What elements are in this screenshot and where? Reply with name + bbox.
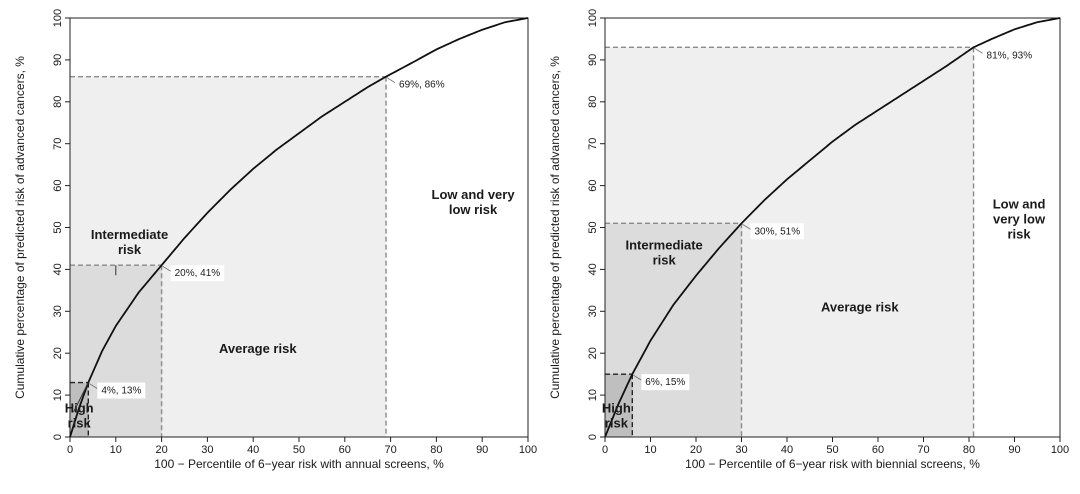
x-tick-label-100: 100 [1051,444,1069,456]
y-tick-label-60: 60 [587,179,599,191]
x-tick-label-80: 80 [963,444,975,456]
x-tick-label-20: 20 [690,444,702,456]
y-tick-label-50: 50 [52,221,64,233]
x-tick-label-70: 70 [384,444,396,456]
y-tick-label-60: 60 [52,179,64,191]
point-annotation-box-1 [97,382,146,399]
annotation-leader-2 [162,265,171,272]
y-tick-label-70: 70 [587,138,599,150]
region-label-1: High risk [602,401,631,431]
point-annotation-2: 30%, 51% [755,226,801,237]
y-tick-label-30: 30 [587,305,599,317]
y-tick-label-50: 50 [587,221,599,233]
chart-annual-panel: 0 10 20 30 40 50 60 70 80 90 100 0 10 20 30 40 50 60 70 80 9… [13,9,537,471]
point-annotation-2: 20%, 41% [175,268,221,279]
chart-biennial: 0 10 20 30 40 50 60 70 80 90 100 0 10 20 30 40 50 60 70 80 9… [548,9,1069,471]
x-tick-label-40: 40 [781,444,793,456]
cumulative-curve [69,17,529,438]
y-tick-label-80: 80 [587,96,599,108]
point-annotation-box-1 [641,374,690,391]
x-tick-label-40: 40 [247,444,259,456]
point-annotation-1: 4%, 13% [101,386,141,397]
y-tick-label-0: 0 [52,434,64,440]
region-label-1: High risk [65,401,94,431]
y-tick-label-80: 80 [52,96,64,108]
x-axis-title: 100 − Percentile of 6−year risk with ann… [154,457,444,471]
region-label-4: Low and very low risk [993,196,1046,241]
region-label-2: Intermediate risk [625,237,702,267]
annotation-leader-1 [89,383,98,389]
x-tick-label-100: 100 [519,444,537,456]
x-tick-label-10: 10 [110,444,122,456]
point-annotation-3: 69%, 86% [399,80,445,91]
y-tick-label-70: 70 [52,138,64,150]
y-axis-title: Cumulative percentage of predicted risk … [13,56,27,399]
y-tick-label-20: 20 [52,347,64,359]
region-label-4: Low and very low risk [432,187,516,217]
y-tick-label-100: 100 [52,9,64,27]
chart-biennial-panel: 0 10 20 30 40 50 60 70 80 90 100 0 10 20 30 40 50 60 70 80 9… [535,0,1075,494]
y-tick-label-40: 40 [52,263,64,275]
point-annotation-box-3 [395,76,449,93]
chart-annual: 0 10 20 30 40 50 60 70 80 90 100 0 10 20 30 40 50 60 70 80 9… [13,9,537,471]
annotation-leader-2 [742,223,751,230]
y-axis-title: Cumulative percentage of predicted risk … [548,56,562,399]
cumulative-curve [604,17,1061,438]
x-tick-label-80: 80 [430,444,442,456]
x-tick-label-20: 20 [155,444,167,456]
y-tick-label-40: 40 [587,263,599,275]
x-tick-label-30: 30 [735,444,747,456]
region-label-3: Average risk [219,341,297,356]
point-annotation-3: 81%, 93% [987,50,1033,61]
y-tick-label-90: 90 [52,54,64,66]
annotation-leader-1 [633,374,642,381]
x-axis-title: 100 − Percentile of 6−year risk with bie… [685,457,980,471]
point-annotation-1: 6%, 15% [645,377,685,388]
y-tick-label-90: 90 [587,54,599,66]
region-label-2: Intermediate risk [91,227,168,257]
y-tick-label-0: 0 [587,434,599,440]
x-tick-label-60: 60 [339,444,351,456]
region-leader-1 [73,382,89,413]
x-tick-label-70: 70 [917,444,929,456]
x-tick-label-90: 90 [1008,444,1020,456]
y-tick-label-100: 100 [587,9,599,27]
point-annotation-box-3 [982,47,1037,64]
region-label-3: Average risk [821,299,899,314]
point-annotation-box-2 [170,265,225,282]
annotation-leader-3 [386,77,396,83]
y-tick-label-20: 20 [587,347,599,359]
x-tick-label-30: 30 [201,444,213,456]
x-tick-label-50: 50 [826,444,838,456]
annotation-leader-3 [974,47,983,54]
x-tick-label-90: 90 [476,444,488,456]
x-tick-label-60: 60 [872,444,884,456]
point-annotation-box-2 [750,223,805,240]
y-tick-label-10: 10 [587,389,599,401]
y-tick-label-30: 30 [52,305,64,317]
x-tick-label-10: 10 [644,444,656,456]
y-tick-label-10: 10 [52,389,64,401]
x-tick-label-0: 0 [67,444,73,456]
x-tick-label-50: 50 [293,444,305,456]
x-tick-label-0: 0 [602,444,608,456]
